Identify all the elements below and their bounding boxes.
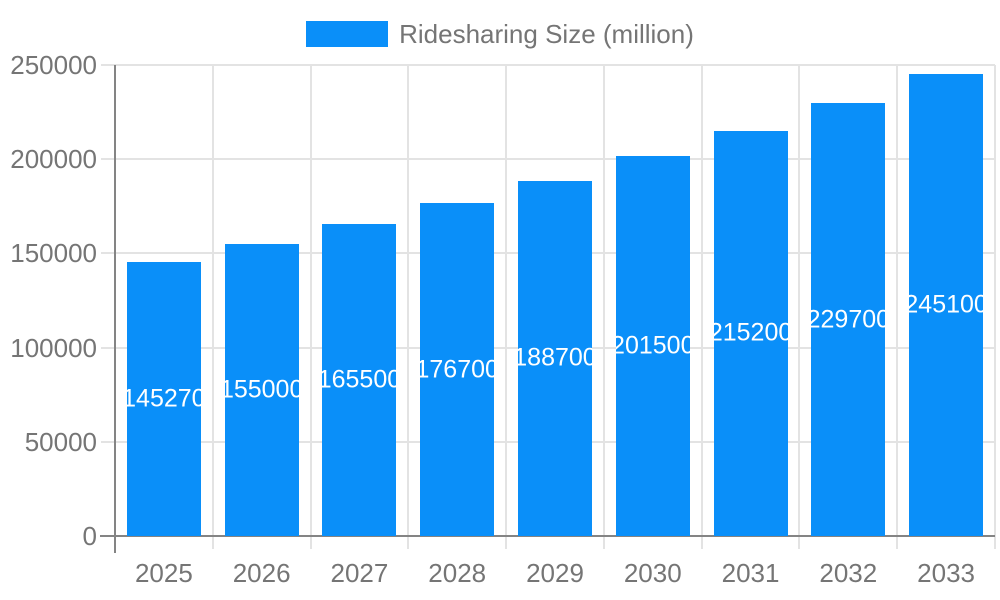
bar-value-label: 215200 xyxy=(713,318,788,347)
gridline-vertical xyxy=(407,65,410,549)
gridline-vertical xyxy=(505,65,508,549)
bar-value-label: 155000 xyxy=(224,375,299,404)
legend-swatch xyxy=(306,21,389,47)
bar: 188700 xyxy=(518,180,592,536)
y-axis-line xyxy=(114,65,116,553)
bar-value-label: 165500 xyxy=(322,365,397,394)
bar: 165500 xyxy=(322,224,397,536)
gridline-horizontal xyxy=(115,158,995,161)
bar-value-label: 229700 xyxy=(811,305,886,334)
y-axis-tick xyxy=(101,440,115,443)
x-tick-label: 2030 xyxy=(623,558,682,588)
gridline-horizontal xyxy=(115,64,995,66)
bar-value-label: 145270 xyxy=(126,384,201,413)
gridline-vertical xyxy=(896,65,899,549)
gridline-vertical xyxy=(798,65,801,549)
y-tick-label: 150000 xyxy=(10,238,97,269)
y-axis-tick xyxy=(101,64,115,66)
bar: 215200 xyxy=(713,130,788,536)
gridline-vertical xyxy=(700,65,703,549)
x-tick-label: 2029 xyxy=(526,558,584,588)
bar: 245100 xyxy=(909,74,984,536)
x-tick-label: 2026 xyxy=(232,558,291,588)
bar: 145270 xyxy=(126,262,201,536)
y-tick-label: 50000 xyxy=(24,426,97,457)
x-tick-label: 2027 xyxy=(330,558,389,588)
y-axis-tick xyxy=(101,346,115,349)
bar-value-label: 176700 xyxy=(420,355,495,384)
y-axis-tick xyxy=(101,252,115,255)
x-tick-label: 2028 xyxy=(428,558,487,588)
bar: 155000 xyxy=(224,243,299,536)
gridline-vertical xyxy=(211,65,214,549)
y-tick-label: 200000 xyxy=(10,144,97,175)
y-tick-label: 250000 xyxy=(10,50,97,80)
y-tick-label: 100000 xyxy=(10,332,97,363)
gridline-vertical xyxy=(602,65,605,549)
x-tick-label: 2033 xyxy=(917,558,976,588)
y-axis-tick xyxy=(101,158,115,161)
bar-value-label: 245100 xyxy=(909,290,984,319)
bar-value-label: 201500 xyxy=(615,331,690,360)
legend-label: Ridesharing Size (million) xyxy=(399,18,694,49)
gridline-vertical xyxy=(994,65,996,549)
bar-value-label: 188700 xyxy=(518,343,592,372)
plot-area: 0 50000 100000 150000 200000 250000 145270 2025… xyxy=(10,50,996,588)
bar: 201500 xyxy=(615,156,690,536)
gridline-vertical xyxy=(309,65,312,549)
bar: 229700 xyxy=(811,103,886,536)
bar: 176700 xyxy=(420,203,495,536)
x-tick-label: 2031 xyxy=(721,558,780,588)
x-axis-line xyxy=(100,535,995,537)
x-tick-label: 2032 xyxy=(819,558,878,588)
y-tick-label: 0 xyxy=(82,521,97,551)
x-tick-label: 2025 xyxy=(134,558,193,588)
legend: Ridesharing Size (million) xyxy=(0,18,1000,50)
